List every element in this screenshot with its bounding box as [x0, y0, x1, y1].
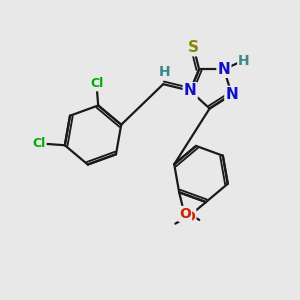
Text: O: O [179, 207, 191, 221]
Text: N: N [218, 62, 230, 77]
Text: H: H [238, 54, 250, 68]
Text: N: N [184, 83, 197, 98]
Text: H: H [159, 64, 170, 79]
Text: S: S [188, 40, 199, 55]
Text: O: O [184, 210, 195, 224]
Text: N: N [225, 87, 238, 102]
Text: Cl: Cl [32, 137, 46, 150]
Text: Cl: Cl [90, 77, 103, 90]
